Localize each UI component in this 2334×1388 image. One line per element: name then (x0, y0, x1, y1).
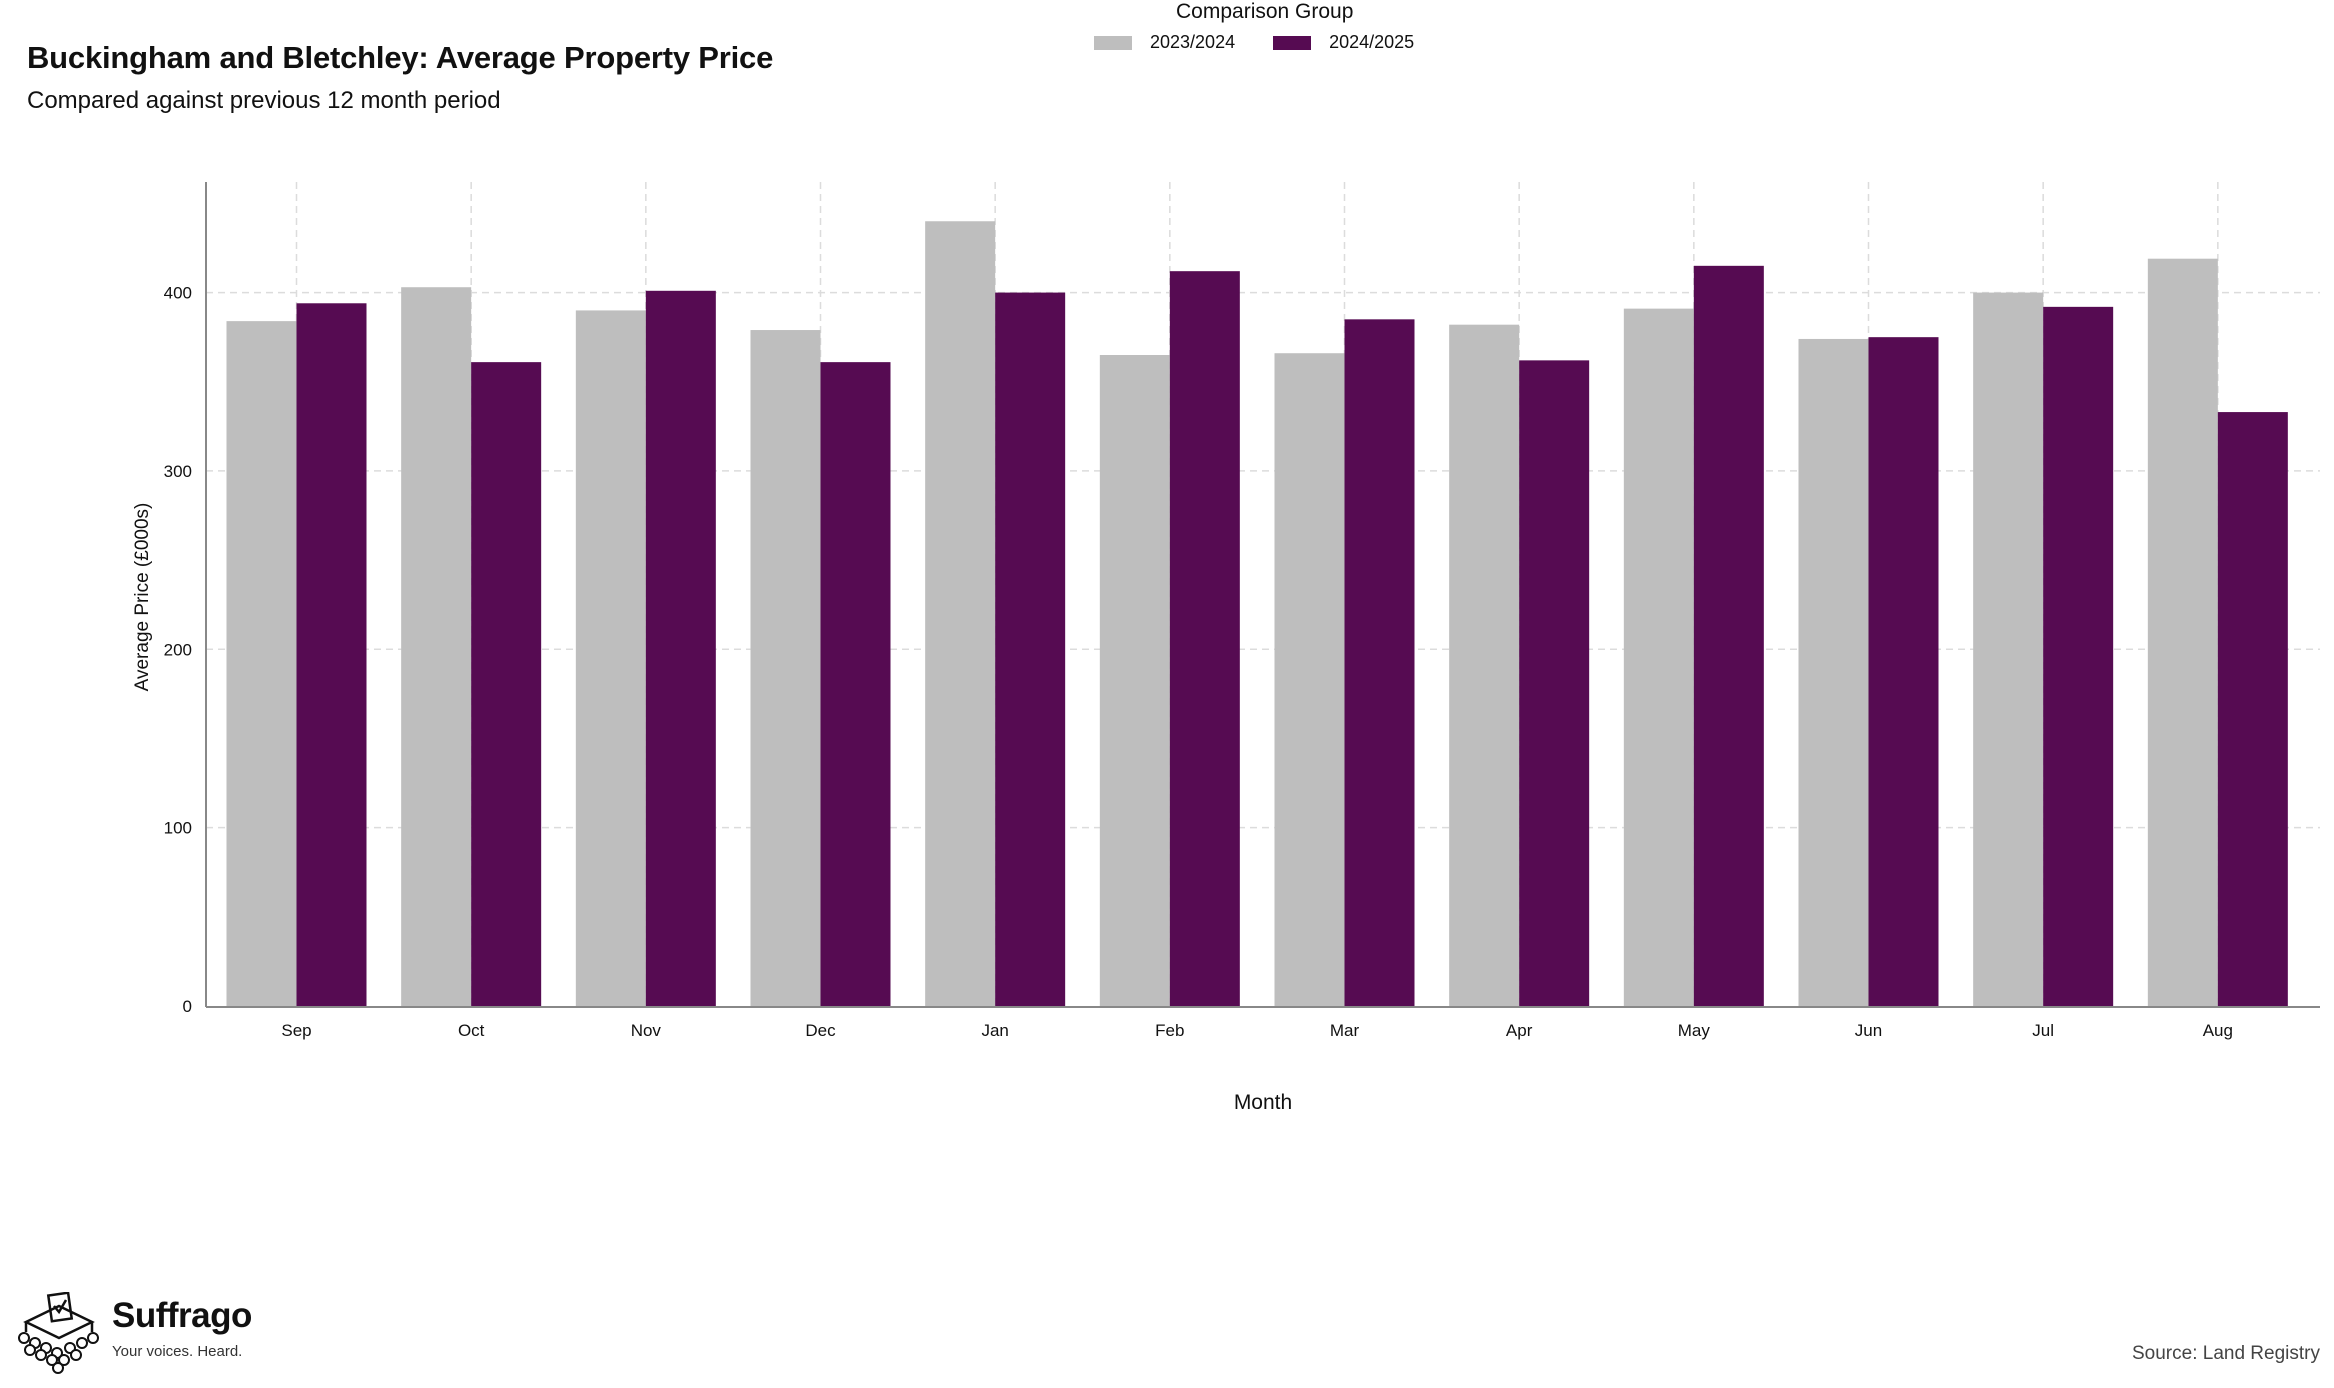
x-tick-label: Nov (631, 1021, 662, 1040)
x-tick-label: Mar (1330, 1021, 1360, 1040)
bar-2023-2024-oct (401, 287, 472, 1006)
x-tick-label: Apr (1506, 1021, 1533, 1040)
bar-2024-2025-oct (471, 362, 542, 1006)
chart-title: Buckingham and Bletchley: Average Proper… (27, 40, 774, 75)
y-tick-label: 0 (183, 997, 192, 1016)
y-axis-title: Average Price (£000s) (132, 503, 153, 692)
y-tick-label: 400 (164, 284, 192, 303)
y-tick-label: 300 (164, 462, 192, 481)
bar-2024-2025-dec (820, 362, 891, 1006)
bar-2023-2024-jul (1973, 292, 2044, 1006)
bar-2023-2024-jan (925, 221, 996, 1006)
brand-logo: Suffrago Your voices. Heard. (14, 1292, 252, 1374)
legend-swatch-2024-2025 (1273, 35, 1312, 50)
axes: 0 100 200 300 400 Sep Oct Nov Dec Jan Feb Mar Apr May… (164, 182, 2320, 1040)
y-tick-label: 200 (164, 640, 192, 659)
bar-2023-2024-feb (1099, 355, 1170, 1006)
bar-2023-2024-aug (2147, 258, 2218, 1006)
x-tick-label: Jun (1855, 1021, 1882, 1040)
bar-2023-2024-apr (1449, 324, 1520, 1007)
bar-2024-2025-may (1693, 265, 1764, 1006)
legend-item: 2024/2025 (1273, 32, 1414, 53)
legend-swatch-2023-2024 (1094, 35, 1132, 50)
x-tick-label: Jul (2032, 1021, 2054, 1040)
bar-2023-2024-mar (1274, 353, 1345, 1006)
bar-2024-2025-jan (995, 292, 1066, 1006)
bar-2023-2024-jun (1798, 338, 1869, 1006)
ballot-box-icon (18, 1292, 99, 1374)
bar-2023-2024-sep (226, 321, 297, 1006)
bar-2024-2025-apr (1519, 360, 1590, 1006)
bar-2024-2025-feb (1169, 271, 1240, 1006)
x-tick-label: Feb (1155, 1021, 1184, 1040)
x-axis-title: Month (1234, 1091, 1292, 1114)
x-tick-label: Oct (458, 1021, 485, 1040)
legend-label: 2024/2025 (1329, 32, 1415, 52)
bar-2024-2025-mar (1344, 319, 1415, 1006)
x-tick-label: Dec (805, 1021, 836, 1040)
legend-title: Comparison Group (1176, 0, 1354, 23)
y-tick-label: 100 (164, 819, 192, 838)
chart-subtitle: Compared against previous 12 month perio… (27, 87, 501, 114)
source-note: Source: Land Registry (2132, 1343, 2320, 1364)
bar-2023-2024-nov (575, 310, 646, 1006)
bars (226, 221, 2288, 1007)
bar-2023-2024-may (1623, 308, 1694, 1006)
bar-2024-2025-jul (2043, 306, 2114, 1006)
x-tick-label: May (1678, 1021, 1711, 1040)
brand-tagline: Your voices. Heard. (112, 1343, 243, 1360)
bar-2024-2025-sep (296, 303, 367, 1006)
bar-2024-2025-nov (645, 290, 716, 1007)
legend-label: 2023/2024 (1150, 32, 1236, 52)
x-tick-label: Jan (981, 1021, 1008, 1040)
brand-name: Suffrago (112, 1296, 252, 1335)
legend-item: 2023/2024 (1094, 32, 1235, 53)
bar-2024-2025-aug (2217, 412, 2288, 1007)
legend: 2023/2024 2024/2025 (1094, 32, 1452, 53)
x-tick-label: Sep (281, 1021, 311, 1040)
bar-2024-2025-jun (1868, 337, 1939, 1006)
bar-2023-2024-dec (750, 330, 821, 1006)
x-tick-label: Aug (2203, 1021, 2233, 1040)
bar-chart: 0 100 200 300 400 Sep Oct Nov Dec Jan Feb Mar Apr May… (132, 182, 2320, 1114)
